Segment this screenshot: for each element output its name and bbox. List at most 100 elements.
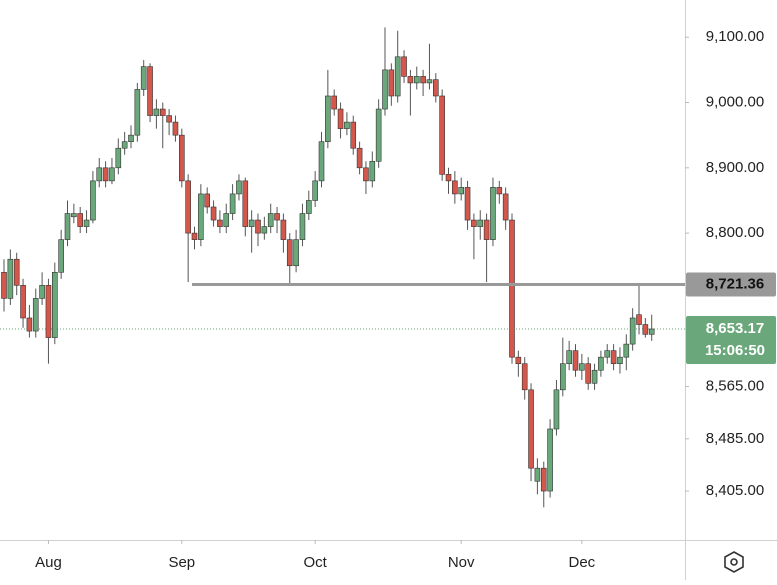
candle-body — [58, 239, 64, 273]
candle-body — [496, 187, 503, 195]
candle — [401, 50, 407, 83]
candle — [375, 99, 382, 168]
settings-icon[interactable] — [724, 551, 744, 573]
candle-body — [629, 317, 636, 345]
candle-body — [39, 285, 45, 299]
candle-body — [483, 219, 490, 240]
candle-body — [521, 363, 528, 391]
x-tick-label: Oct — [303, 554, 327, 571]
candle-body — [13, 258, 20, 286]
candle — [20, 278, 26, 328]
candle — [77, 206, 83, 234]
candle-body — [426, 79, 433, 84]
candle-body — [325, 95, 331, 142]
candle — [344, 112, 350, 136]
candle — [540, 461, 547, 508]
candle-body — [401, 56, 407, 77]
candle-body — [109, 167, 115, 182]
candle — [477, 210, 484, 240]
candle — [26, 304, 33, 338]
candle — [610, 344, 617, 371]
candle — [483, 213, 490, 283]
candle — [356, 141, 363, 175]
candle — [318, 131, 325, 188]
candle — [604, 344, 611, 364]
candle-body — [102, 167, 109, 182]
candle — [585, 357, 592, 390]
candle — [172, 115, 179, 142]
candle-body — [115, 147, 122, 169]
candle-body — [128, 134, 134, 142]
candle — [210, 200, 217, 227]
candle — [71, 203, 77, 224]
settings-hexagon[interactable] — [724, 551, 744, 573]
candle — [58, 229, 64, 279]
candle-body — [477, 219, 484, 227]
candle — [572, 344, 579, 377]
candle — [185, 174, 191, 283]
candle-body — [20, 285, 26, 319]
candle-body — [191, 232, 198, 240]
candle — [515, 350, 522, 377]
candle-body — [305, 200, 312, 214]
candle-body — [636, 314, 642, 325]
candle — [509, 213, 515, 364]
candle-body — [547, 428, 553, 492]
candle-body — [572, 350, 579, 371]
candle — [242, 177, 249, 237]
candle-body — [179, 134, 185, 182]
candle — [394, 30, 401, 103]
candle — [109, 158, 115, 185]
x-tick-label: Sep — [168, 554, 195, 571]
candle — [13, 252, 20, 296]
candle-body — [121, 141, 128, 149]
candle-body — [71, 213, 77, 218]
settings-dot[interactable] — [730, 558, 738, 566]
candle — [502, 187, 509, 230]
candle-body — [369, 160, 376, 182]
candle-body — [598, 356, 604, 371]
candle — [236, 174, 242, 201]
candle — [140, 60, 147, 96]
candle-body — [420, 76, 426, 84]
candle-body — [96, 167, 103, 182]
candle — [280, 213, 287, 253]
candle-body — [439, 95, 445, 175]
candle-body — [604, 350, 611, 358]
candle-body — [337, 108, 344, 129]
level-label-box — [686, 272, 776, 297]
candle — [496, 180, 503, 204]
candle-body — [90, 180, 96, 221]
candle-body — [153, 108, 160, 116]
candle-body — [299, 213, 306, 240]
candle — [32, 288, 39, 338]
candle-body — [585, 363, 592, 384]
candle — [521, 357, 528, 400]
candle — [566, 340, 572, 371]
candle-body — [312, 180, 318, 201]
candle — [134, 82, 141, 142]
candle — [464, 180, 471, 230]
candle — [39, 272, 45, 305]
candle-body — [255, 219, 261, 234]
candle — [617, 347, 623, 374]
candle-body — [579, 363, 585, 371]
countdown-label: 15:06:50 — [705, 342, 765, 359]
candle-body — [509, 219, 515, 358]
candle — [286, 233, 293, 285]
candle — [51, 262, 58, 345]
candle-body — [610, 350, 617, 365]
candle — [642, 317, 649, 338]
candle-body — [286, 239, 293, 267]
candle-body — [140, 66, 147, 90]
candle-body — [350, 121, 357, 149]
candle-body — [559, 363, 566, 391]
candle-body — [210, 206, 217, 221]
candle-body — [134, 89, 141, 136]
y-tick-label: 8,565.00 — [706, 378, 764, 395]
candle-body — [229, 193, 236, 214]
candle — [547, 419, 553, 498]
candle — [64, 200, 71, 247]
